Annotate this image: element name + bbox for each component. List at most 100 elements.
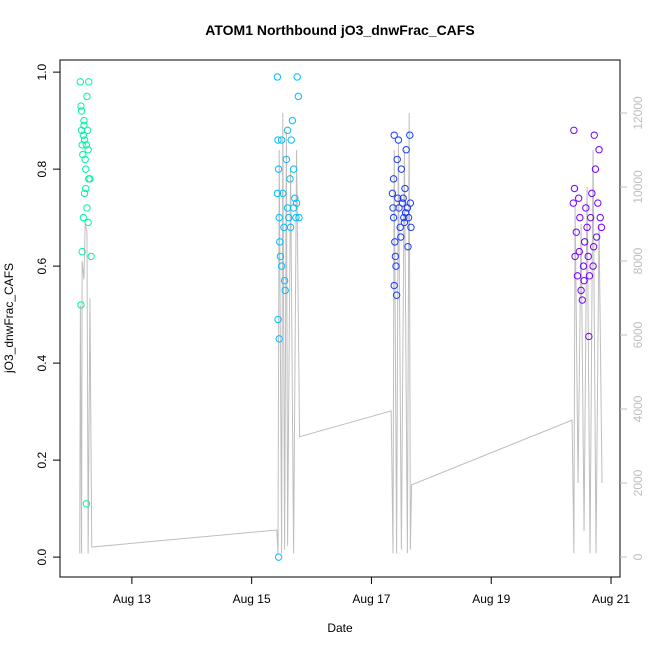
y2-tick-label: 0 — [631, 553, 645, 560]
point — [588, 189, 596, 198]
y2-tick-label: 12000 — [631, 96, 645, 130]
point — [279, 189, 287, 198]
point — [572, 228, 580, 236]
x-axis-title: Date — [327, 621, 353, 635]
y2-tick-label: 10000 — [631, 170, 645, 204]
point — [400, 213, 408, 222]
point — [401, 184, 409, 193]
y2-tick-label: 2000 — [631, 469, 645, 496]
point — [275, 213, 283, 222]
point — [394, 194, 402, 202]
point — [397, 165, 406, 173]
point — [287, 136, 295, 144]
point — [85, 78, 93, 86]
point — [78, 247, 86, 256]
point — [590, 131, 598, 139]
y2-tick-label: 6000 — [631, 321, 645, 348]
point — [391, 238, 399, 246]
point — [295, 213, 303, 222]
point — [583, 223, 591, 232]
point — [80, 116, 88, 125]
point — [398, 199, 407, 207]
y-axis-title: jO3_dnwFrac_CAFS — [2, 263, 16, 374]
point — [571, 252, 579, 261]
point — [79, 131, 88, 139]
y-tick-label: 0.2 — [35, 451, 49, 468]
point — [591, 165, 600, 173]
y-tick-label: 0.8 — [35, 160, 49, 177]
point — [292, 213, 300, 222]
point — [396, 223, 404, 232]
point — [80, 121, 88, 130]
point — [87, 252, 95, 261]
point — [280, 276, 289, 285]
point — [276, 252, 285, 261]
point — [83, 92, 91, 101]
point — [390, 281, 398, 290]
point — [282, 155, 291, 164]
point — [82, 165, 90, 173]
y-tick-label: 1.0 — [35, 63, 49, 80]
point — [395, 204, 403, 212]
point — [570, 184, 579, 193]
point — [589, 243, 598, 251]
point — [595, 146, 603, 154]
point — [83, 204, 91, 212]
point — [399, 194, 407, 202]
point — [580, 276, 588, 285]
point — [575, 247, 583, 256]
y-tick-label: 0.4 — [35, 354, 49, 371]
y-tick-label: 0.6 — [35, 257, 49, 274]
point — [291, 194, 299, 202]
altitude-line — [79, 112, 603, 554]
point — [276, 238, 284, 246]
point — [277, 262, 286, 270]
point — [592, 233, 601, 241]
point — [404, 243, 412, 251]
point — [79, 213, 88, 222]
point — [400, 218, 409, 227]
point — [388, 189, 397, 198]
point — [274, 315, 282, 324]
y-tick-label: 0.0 — [35, 548, 49, 565]
point — [576, 213, 584, 222]
point — [293, 73, 301, 81]
point — [573, 272, 582, 280]
point — [597, 223, 606, 232]
point — [283, 126, 292, 135]
x-tick-label: Aug 21 — [592, 592, 630, 606]
x-tick-label: Aug 13 — [113, 592, 151, 606]
point — [394, 136, 403, 144]
point — [289, 165, 298, 173]
y2-tick-label: 8000 — [631, 247, 645, 274]
point — [86, 175, 94, 183]
point — [577, 286, 585, 295]
point — [397, 233, 405, 241]
point — [402, 146, 410, 154]
point — [84, 146, 92, 154]
point — [585, 332, 593, 341]
point — [570, 126, 578, 135]
point — [389, 204, 397, 212]
point — [274, 165, 283, 173]
point — [392, 262, 400, 270]
point — [274, 136, 282, 144]
point — [406, 199, 415, 207]
point — [406, 131, 414, 139]
point — [579, 262, 588, 270]
point — [80, 136, 89, 144]
point — [285, 213, 293, 222]
point — [393, 155, 401, 164]
point — [292, 199, 301, 207]
point — [585, 272, 594, 280]
point — [586, 213, 595, 222]
point — [82, 500, 91, 508]
point — [390, 131, 398, 139]
point — [389, 213, 398, 222]
point — [580, 238, 589, 246]
point — [281, 286, 289, 295]
point — [273, 189, 282, 198]
point — [584, 252, 592, 261]
point — [286, 175, 294, 183]
